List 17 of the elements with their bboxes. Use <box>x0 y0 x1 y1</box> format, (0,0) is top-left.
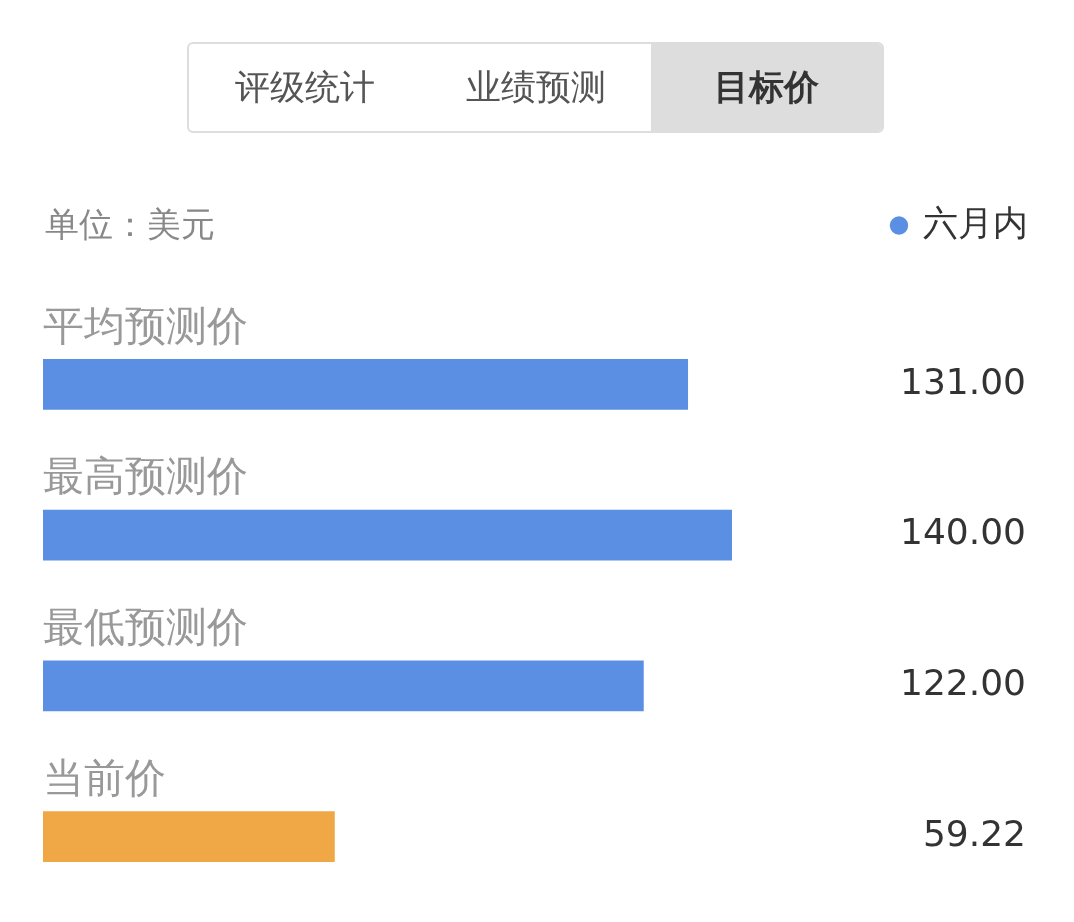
chart-subtitle: 单位：美元 <box>45 203 215 246</box>
data-label: 59.22 <box>922 812 1026 854</box>
bar <box>43 359 689 410</box>
bar <box>43 811 335 862</box>
y-tick-label: 平均预测价 <box>43 301 248 350</box>
tab-bar: 评级统计 业绩预测 目标价 <box>187 42 884 133</box>
data-label: 131.00 <box>900 360 1026 402</box>
data-label: 140.00 <box>900 511 1026 553</box>
y-tick-label: 当前价 <box>43 753 166 802</box>
data-label: 122.00 <box>900 662 1026 704</box>
bar <box>43 660 644 712</box>
chart-title: 目标价 <box>714 66 819 109</box>
y-tick-label: 最高预测价 <box>43 452 248 501</box>
legend-label: 六月内 <box>923 202 1028 243</box>
y-tick-label: 最低预测价 <box>43 603 248 652</box>
bar <box>43 509 732 561</box>
selected-tab: 目标价 <box>651 44 882 131</box>
